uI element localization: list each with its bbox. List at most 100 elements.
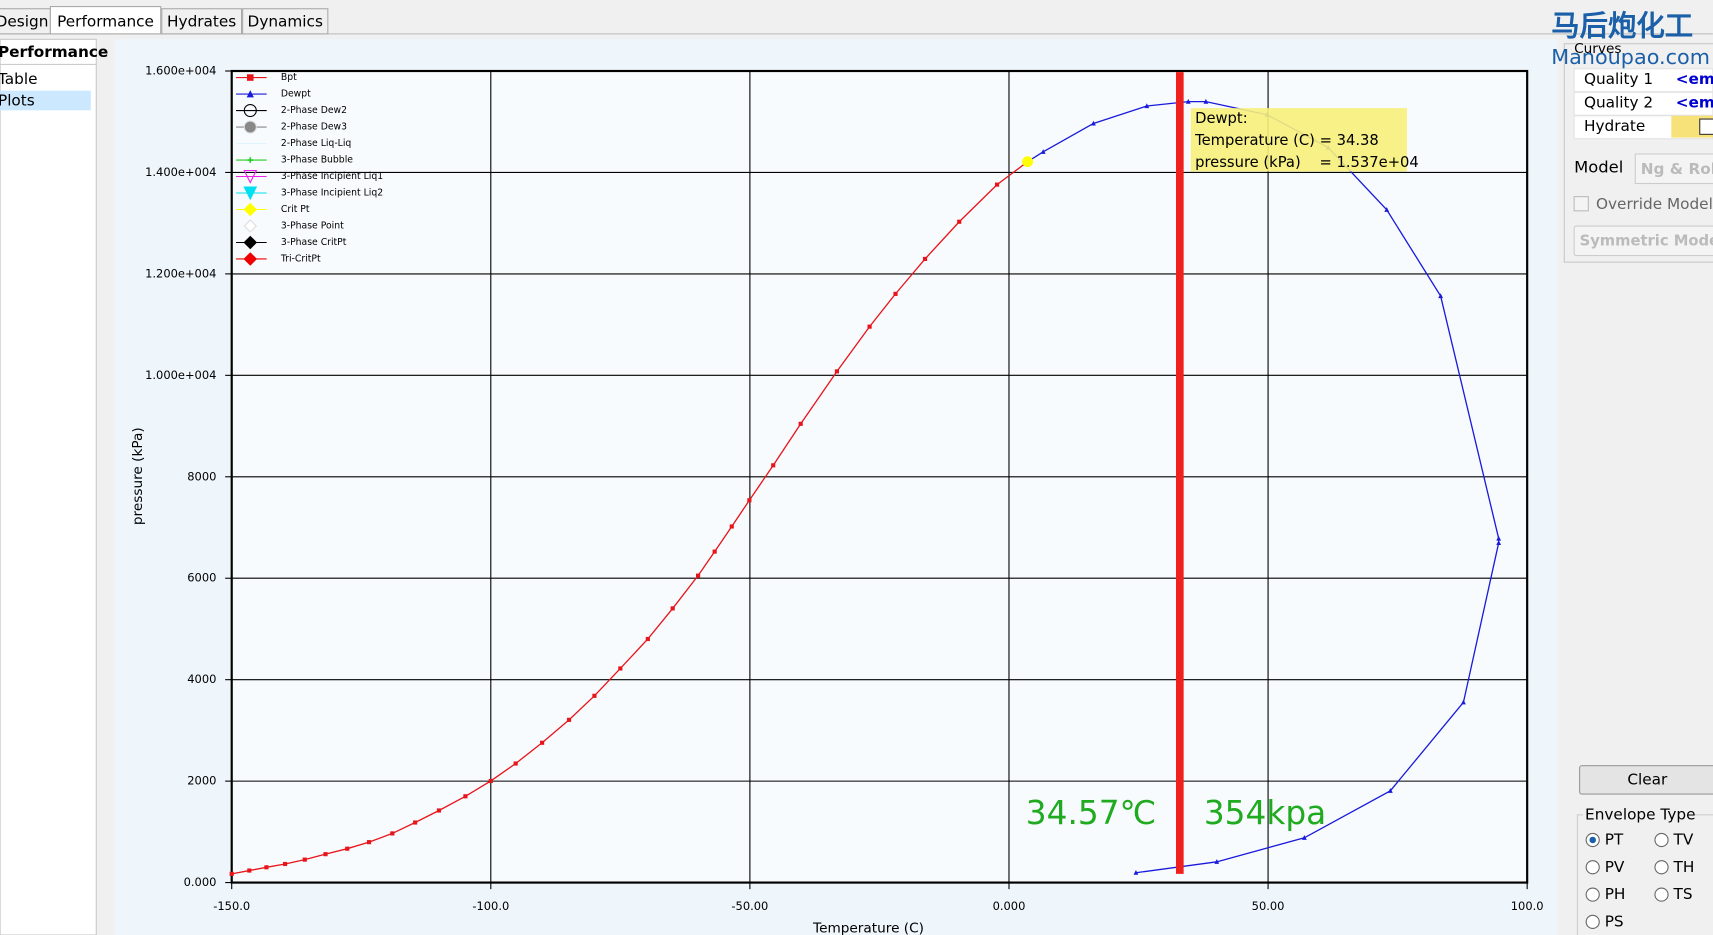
tab-label[interactable]: Dynamics (248, 12, 323, 30)
point (994, 182, 1000, 187)
point (345, 846, 350, 851)
input[interactable] (1634, 153, 1713, 185)
point (893, 291, 898, 296)
legend-label: Crit Pt (281, 204, 310, 215)
sidebar-title: Performance (0, 43, 108, 61)
checkbox-label[interactable]: Override Model (1596, 195, 1713, 213)
radio[interactable] (1654, 860, 1669, 875)
radio-label[interactable]: TV (1673, 830, 1694, 848)
point (922, 256, 928, 262)
point (1144, 103, 1150, 109)
sidebar-item[interactable]: Plots (0, 92, 35, 110)
button-label[interactable]: Symmetric Model (1580, 232, 1713, 249)
tab[interactable] (161, 8, 243, 35)
radio[interactable] (1654, 832, 1669, 848)
point (247, 74, 254, 81)
point (1040, 149, 1046, 154)
x-tick-label: 50.00 (1252, 899, 1285, 913)
y-tick-label: 1.600e+004 (145, 63, 216, 77)
crit-point (1022, 156, 1034, 168)
x-tick-label: -50.00 (731, 899, 768, 913)
input-value[interactable]: Ng & Rob (1641, 160, 1713, 178)
point (645, 636, 650, 642)
tooltip-text: Temperature (C) = 34.38 (1194, 132, 1379, 149)
point (747, 498, 752, 503)
point (695, 573, 701, 578)
legend-label: 3-Phase Point (281, 220, 344, 231)
group-title: Envelope Type (1585, 805, 1695, 823)
tooltip-text: Dewpt: (1195, 110, 1248, 127)
point (366, 840, 372, 845)
point (229, 871, 234, 876)
radio-label[interactable]: TH (1673, 858, 1695, 876)
y-tick-label: 1.200e+004 (145, 266, 216, 280)
annotation: 34.57℃ (1026, 794, 1157, 832)
checkbox[interactable] (1699, 118, 1713, 135)
point (1214, 859, 1220, 864)
legend-label: Dewpt (281, 89, 311, 100)
tab-label[interactable]: Hydrates (167, 12, 236, 30)
tab[interactable] (242, 8, 329, 35)
radio[interactable] (1585, 860, 1600, 875)
legend-label: 3-Phase Incipient Liq1 (281, 171, 383, 182)
x-axis-title: Temperature (C) (812, 920, 924, 935)
x-tick-label: 100.0 (1511, 899, 1544, 913)
tab-label[interactable]: Design (0, 12, 48, 30)
point (1185, 98, 1191, 104)
watermark: 马后炮化工 (1551, 9, 1693, 42)
sidebar (0, 38, 97, 935)
point (1203, 98, 1209, 104)
radio-label[interactable]: PV (1605, 858, 1625, 876)
row-value[interactable]: <emp (1676, 94, 1713, 112)
point (513, 761, 518, 766)
radio[interactable] (1585, 887, 1600, 902)
sidebar-item[interactable]: Table (0, 70, 37, 88)
radio-label[interactable]: TS (1673, 885, 1693, 903)
point (1496, 535, 1502, 541)
checkbox[interactable] (1573, 196, 1589, 212)
x-tick-label: -100.0 (472, 899, 509, 913)
radio-dot (1589, 836, 1596, 844)
point (247, 868, 252, 873)
button[interactable] (1579, 765, 1713, 795)
point (247, 157, 254, 163)
button[interactable] (1573, 225, 1713, 257)
point (729, 524, 734, 529)
point (243, 103, 257, 118)
x-tick-label: 0.000 (993, 899, 1026, 913)
legend-label: Tri-CritPt (280, 253, 321, 264)
radio-label[interactable]: PH (1605, 885, 1626, 903)
point (243, 235, 258, 250)
tab[interactable] (0, 8, 51, 35)
point (798, 421, 803, 426)
legend-label: 2-Phase Dew2 (281, 105, 347, 116)
radio-label[interactable]: PS (1605, 912, 1624, 930)
point (1133, 869, 1139, 875)
legend-label: 3-Phase Incipient Liq2 (281, 188, 383, 199)
point (302, 857, 307, 862)
tab-label[interactable]: Performance (57, 12, 154, 30)
point (436, 808, 442, 813)
x-tick-label: -150.0 (213, 899, 250, 913)
point (867, 324, 872, 329)
tab[interactable] (49, 6, 162, 35)
row-label: Quality 2 (1584, 94, 1653, 112)
y-tick-label: 8000 (187, 469, 216, 483)
radio[interactable] (1654, 887, 1669, 902)
point (463, 794, 468, 799)
button-label[interactable]: Clear (1627, 770, 1668, 788)
radio-label[interactable]: PT (1605, 830, 1624, 848)
legend-label: 2-Phase Dew3 (281, 122, 347, 133)
radio[interactable] (1585, 914, 1600, 929)
point (243, 219, 258, 233)
point (771, 463, 776, 468)
row-value[interactable]: <emp (1676, 70, 1713, 88)
point (243, 169, 258, 184)
point (670, 606, 675, 611)
point (1091, 120, 1096, 126)
y-tick-label: 2000 (187, 774, 216, 788)
watermark: Manoupao.com (1551, 45, 1710, 69)
point (283, 861, 288, 867)
point (1387, 788, 1393, 793)
